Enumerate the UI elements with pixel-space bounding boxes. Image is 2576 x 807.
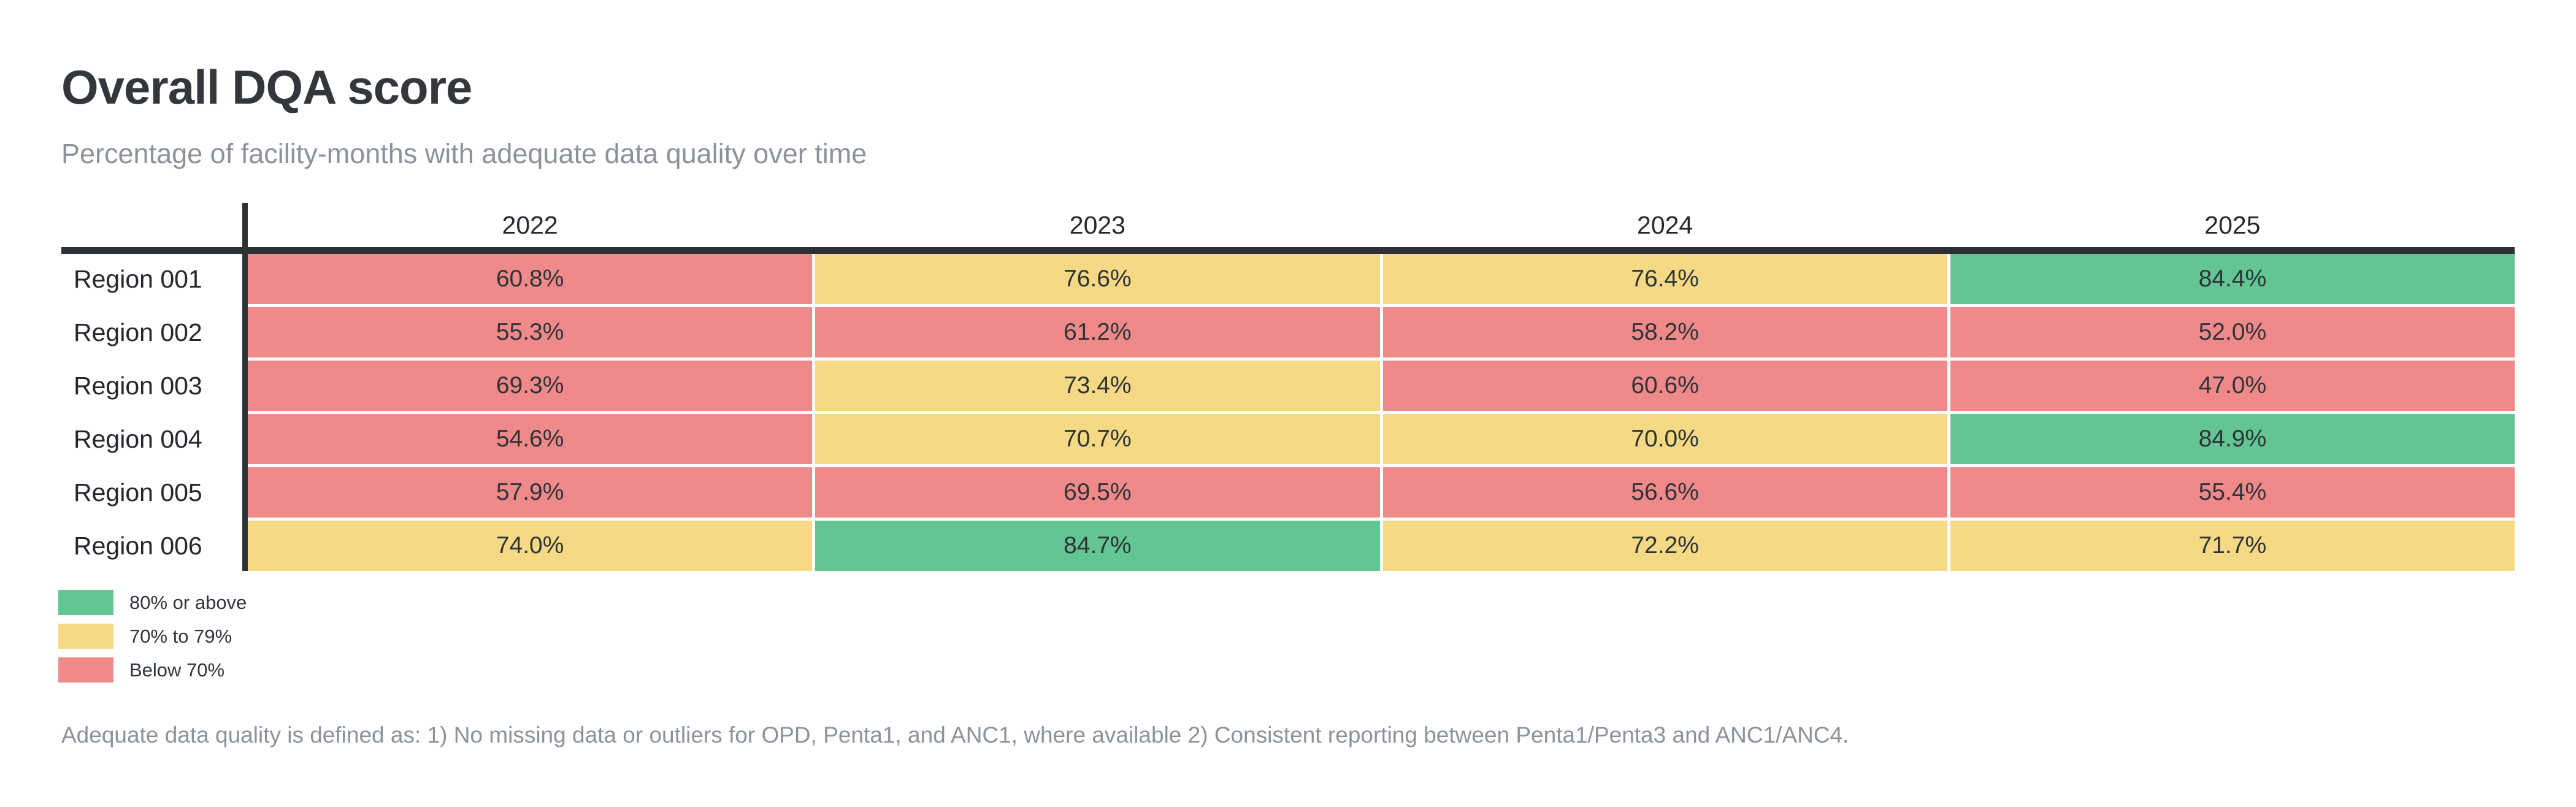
column-header-2023: 2023 [1069, 210, 1125, 239]
heatmap-cell-region-004-2022: 54.6% [248, 414, 813, 464]
row-label-region-001: Region 001 [74, 264, 202, 293]
column-header-2024: 2024 [1637, 210, 1693, 239]
heatmap-cell-region-003-2024: 60.6% [1382, 361, 1947, 411]
heatmap-cell-region-002-2024: 58.2% [1382, 307, 1947, 358]
table-row-region-003: Region 003 69.3% 73.4% 60.6% 47.0% [61, 361, 2515, 411]
heatmap-cell-region-003-2025: 47.0% [1950, 361, 2515, 411]
heatmap-cell-region-002-2022: 55.3% [248, 307, 813, 358]
axis-vertical-rule [242, 203, 248, 571]
column-header-2025: 2025 [2204, 210, 2261, 239]
legend-item-mid: 70% to 79% [58, 624, 247, 649]
table-row-region-004: Region 004 54.6% 70.7% 70.0% 84.9% [61, 414, 2515, 464]
table-row-region-005: Region 005 57.9% 69.5% 56.6% 55.4% [61, 467, 2515, 518]
heatmap-cell-region-006-2023: 84.7% [815, 521, 1380, 571]
heatmap-cell-region-004-2024: 70.0% [1382, 414, 1947, 464]
heatmap-cell-region-002-2023: 61.2% [815, 307, 1380, 358]
dqa-heatmap-table: 2022 2023 2024 2025 Region 001 60.8% 76.6% 76.… [61, 203, 2515, 571]
heatmap-cell-region-005-2023: 69.5% [815, 467, 1380, 518]
heatmap-cell-region-006-2025: 71.7% [1950, 521, 2515, 571]
legend-label-mid: 70% to 79% [129, 625, 232, 647]
row-cells-region-001: 60.8% 76.6% 76.4% 84.4% [248, 254, 2515, 304]
legend-swatch-low [58, 657, 113, 683]
heatmap-cell-region-002-2025: 52.0% [1950, 307, 2515, 358]
heatmap-cell-region-006-2022: 74.0% [248, 521, 813, 571]
row-label-spacer [61, 203, 248, 247]
legend-label-high: 80% or above [129, 591, 247, 613]
row-label-region-004: Region 004 [74, 424, 202, 453]
row-label-region-005: Region 005 [74, 478, 202, 507]
heatmap-cell-region-005-2025: 55.4% [1950, 467, 2515, 518]
heatmap-cell-region-003-2022: 69.3% [248, 361, 813, 411]
row-cells-region-003: 69.3% 73.4% 60.6% 47.0% [248, 361, 2515, 411]
footnote: Adequate data quality is defined as: 1) … [61, 722, 1849, 748]
heatmap-cell-region-005-2022: 57.9% [248, 467, 813, 518]
heatmap-cell-region-001-2024: 76.4% [1382, 254, 1947, 304]
heatmap-cell-region-001-2022: 60.8% [248, 254, 813, 304]
row-cells-region-005: 57.9% 69.5% 56.6% 55.4% [248, 467, 2515, 518]
table-row-region-001: Region 001 60.8% 76.6% 76.4% 84.4% [61, 254, 2515, 304]
table-row-region-002: Region 002 55.3% 61.2% 58.2% 52.0% [61, 307, 2515, 358]
heatmap-cell-region-003-2023: 73.4% [815, 361, 1380, 411]
row-label-region-003: Region 003 [74, 371, 202, 400]
page-title: Overall DQA score [61, 60, 472, 114]
legend-swatch-mid [58, 624, 113, 649]
heatmap-cell-region-005-2024: 56.6% [1382, 467, 1947, 518]
table-row-region-006: Region 006 74.0% 84.7% 72.2% 71.7% [61, 521, 2515, 571]
legend-swatch-high [58, 590, 113, 615]
row-cells-region-006: 74.0% 84.7% 72.2% 71.7% [248, 521, 2515, 571]
heatmap-cell-region-001-2023: 76.6% [815, 254, 1380, 304]
heatmap-cell-region-004-2025: 84.9% [1950, 414, 2515, 464]
legend-item-high: 80% or above [58, 590, 247, 615]
heatmap-cell-region-006-2024: 72.2% [1382, 521, 1947, 571]
legend-label-low: Below 70% [129, 659, 225, 681]
axis-horizontal-rule [61, 247, 2515, 254]
heatmap-cell-region-001-2025: 84.4% [1950, 254, 2515, 304]
row-label-region-002: Region 002 [74, 318, 202, 346]
legend: 80% or above 70% to 79% Below 70% [58, 590, 247, 683]
table-body: Region 001 60.8% 76.6% 76.4% 84.4% Region 002… [61, 254, 2515, 571]
page-subtitle: Percentage of facility-months with adequ… [61, 138, 867, 169]
column-header-2022: 2022 [502, 210, 558, 239]
year-header-row: 2022 2023 2024 2025 [248, 203, 2515, 247]
legend-item-low: Below 70% [58, 657, 247, 683]
row-cells-region-004: 54.6% 70.7% 70.0% 84.9% [248, 414, 2515, 464]
heatmap-cell-region-004-2023: 70.7% [815, 414, 1380, 464]
row-cells-region-002: 55.3% 61.2% 58.2% 52.0% [248, 307, 2515, 358]
table-header-row: 2022 2023 2024 2025 [61, 203, 2515, 247]
row-label-region-006: Region 006 [74, 531, 202, 560]
